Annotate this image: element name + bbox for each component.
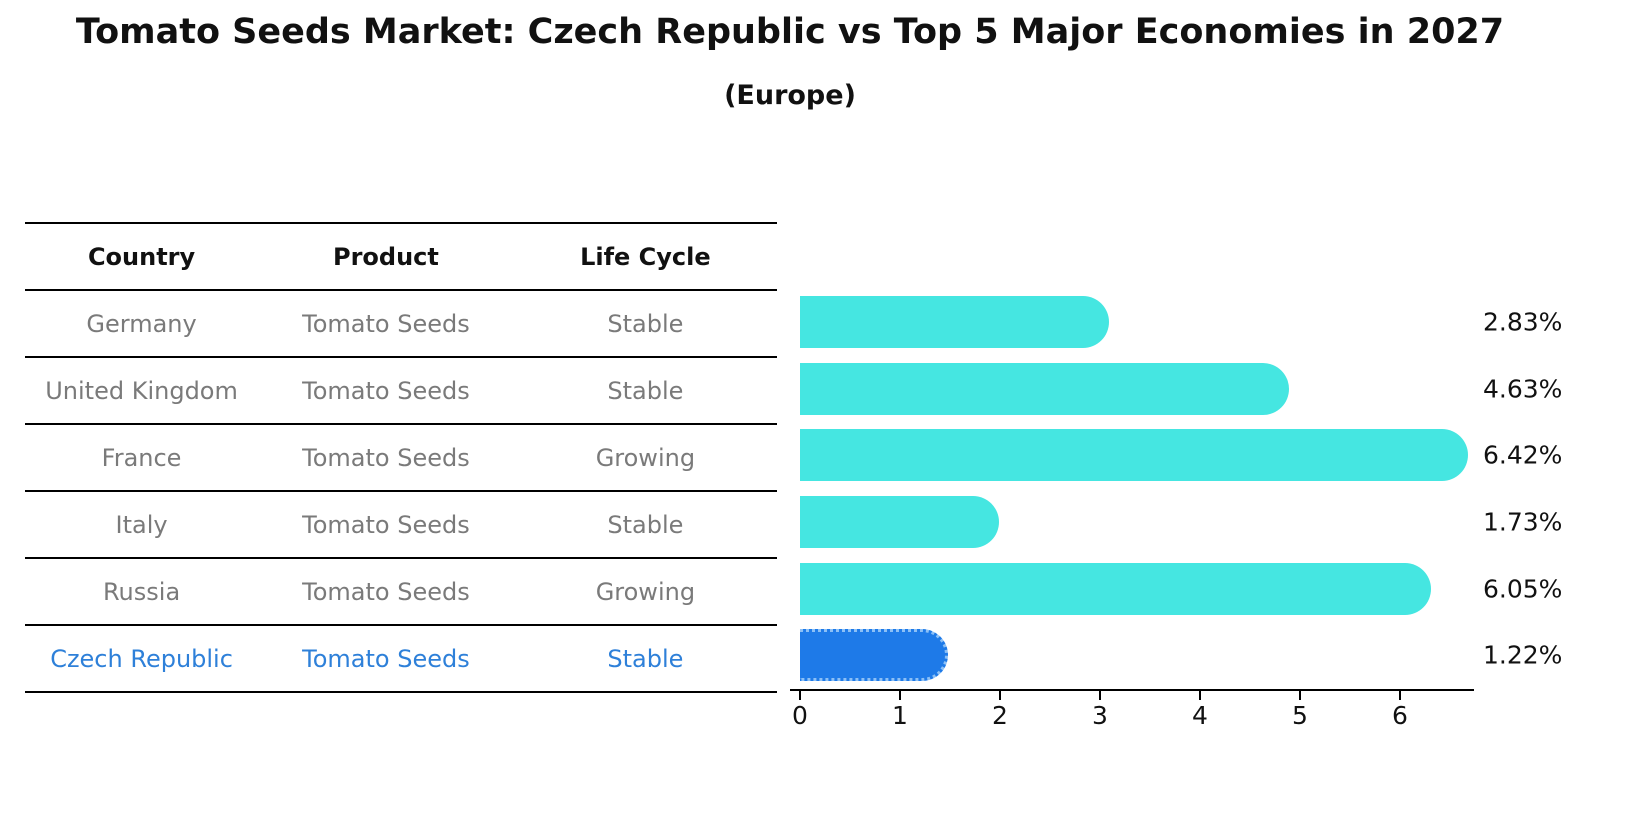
cell-product: Tomato Seeds: [302, 644, 470, 673]
cell-life-cycle: Stable: [607, 309, 684, 338]
bar-czech-republic: [800, 629, 948, 681]
cell-product: Tomato Seeds: [302, 376, 470, 405]
bar-russia: [800, 563, 1431, 615]
x-axis-line: [790, 689, 1474, 691]
cell-country: Germany: [86, 309, 197, 338]
bar-france: [800, 429, 1468, 481]
x-axis-tick-label: 0: [792, 701, 808, 730]
table-header-country: Country: [87, 242, 196, 271]
cell-country: France: [101, 443, 182, 472]
table-row-czech-republic: Czech Republic Tomato Seeds Stable: [25, 624, 777, 691]
x-axis-tickmark: [799, 691, 801, 700]
table-row-france: France Tomato Seeds Growing: [25, 423, 777, 490]
value-label-czech-republic: 1.22%: [1483, 640, 1563, 670]
value-label-russia: 6.05%: [1483, 574, 1563, 604]
x-axis-tick-label: 4: [1192, 701, 1208, 730]
bar-italy: [800, 496, 999, 548]
x-axis-tick-label: 1: [892, 701, 908, 730]
cell-life-cycle: Growing: [595, 577, 696, 606]
cell-life-cycle: Stable: [607, 644, 684, 673]
cell-country: Italy: [115, 510, 168, 539]
country-table: Country Product Life Cycle Germany Tomat…: [25, 222, 777, 693]
table-row-united-kingdom: United Kingdom Tomato Seeds Stable: [25, 356, 777, 423]
x-axis-tick-label: 3: [1092, 701, 1108, 730]
value-label-germany: 2.83%: [1483, 307, 1563, 337]
x-axis-tickmark: [899, 691, 901, 700]
cell-country: Czech Republic: [50, 644, 233, 673]
table-header-row: Country Product Life Cycle: [25, 224, 777, 289]
x-axis-tickmark: [1399, 691, 1401, 700]
x-axis-tickmark: [1099, 691, 1101, 700]
chart-subtitle: (Europe): [724, 80, 856, 111]
value-label-italy: 1.73%: [1483, 507, 1563, 537]
bar-germany: [800, 296, 1109, 348]
table-row-italy: Italy Tomato Seeds Stable: [25, 490, 777, 557]
cell-life-cycle: Stable: [607, 376, 684, 405]
cell-product: Tomato Seeds: [302, 443, 470, 472]
cell-country: United Kingdom: [45, 376, 238, 405]
cell-product: Tomato Seeds: [302, 577, 470, 606]
cell-life-cycle: Stable: [607, 510, 684, 539]
x-axis-tickmark: [1199, 691, 1201, 700]
cell-product: Tomato Seeds: [302, 309, 470, 338]
cell-country: Russia: [102, 577, 181, 606]
x-axis-tickmark: [999, 691, 1001, 700]
value-label-united-kingdom: 4.63%: [1483, 374, 1563, 404]
bar-united-kingdom: [800, 363, 1289, 415]
table-header-life-cycle: Life Cycle: [580, 242, 711, 271]
x-axis-tick-label: 6: [1392, 701, 1408, 730]
cell-life-cycle: Growing: [595, 443, 696, 472]
chart-title: Tomato Seeds Market: Czech Republic vs T…: [75, 12, 1505, 52]
cell-product: Tomato Seeds: [302, 510, 470, 539]
table-row-russia: Russia Tomato Seeds Growing: [25, 557, 777, 624]
value-label-france: 6.42%: [1483, 440, 1563, 470]
table-header-product: Product: [333, 242, 439, 271]
x-axis-tick-label: 5: [1292, 701, 1308, 730]
x-axis-tickmark: [1299, 691, 1301, 700]
table-row-germany: Germany Tomato Seeds Stable: [25, 289, 777, 356]
x-axis-tick-label: 2: [992, 701, 1008, 730]
